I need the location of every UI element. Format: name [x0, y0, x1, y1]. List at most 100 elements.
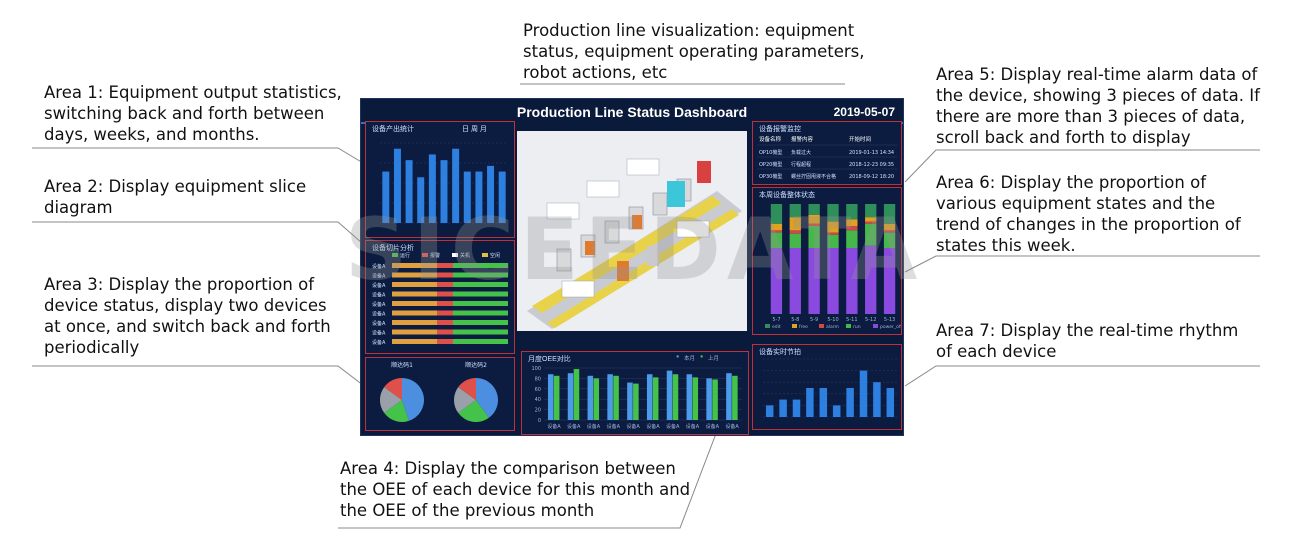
- production-line-3d-view: [517, 131, 747, 331]
- oee-bar-last-month: [573, 369, 580, 420]
- slice-title: 设备切片分析: [372, 245, 414, 252]
- oee-bar-last-month: [692, 377, 699, 420]
- slice-legend-swatch: [422, 253, 428, 257]
- oee-bar-this-month: [666, 370, 673, 420]
- oee-legend-last-month: ●: [700, 354, 704, 360]
- alarm-header: 报警内容: [791, 135, 814, 143]
- state-legend-label: edit: [772, 324, 781, 330]
- rhythm-bar: [806, 388, 814, 417]
- alarm-cell: 行程超程: [791, 161, 811, 168]
- state-legend-swatch: [846, 324, 851, 328]
- state-bar-segment: [789, 217, 801, 231]
- slice-segment: [453, 339, 508, 344]
- oee-legend-last-month-label: 上月: [708, 356, 720, 362]
- rhythm-bar: [765, 405, 774, 417]
- slice-row-label: 设备A: [372, 320, 386, 327]
- output-bar: [498, 171, 506, 223]
- state-bar-segment: [770, 223, 783, 231]
- rhythm-bar: [873, 382, 881, 417]
- slice-segment: [392, 320, 437, 325]
- state-legend-label: run: [853, 324, 861, 330]
- state-bar-segment: [865, 223, 877, 246]
- output-bar: [405, 160, 413, 223]
- output-stats-title: 设备产出统计: [372, 126, 414, 133]
- state-bar-segment: [865, 217, 877, 222]
- rhythm-title: 设备实时节拍: [759, 349, 801, 356]
- state-category-label: 5-8: [791, 317, 799, 323]
- slice-segment: [437, 263, 453, 268]
- rhythm-bar: [846, 388, 854, 417]
- slice-legend-swatch: [392, 253, 398, 257]
- output-bar: [452, 148, 460, 223]
- annotation-area-7: Area 7: Display the real-time rhythm of …: [936, 321, 1239, 361]
- output-bar: [440, 160, 448, 223]
- slice-row-label: 设备A: [372, 330, 386, 337]
- output-stats-tabs[interactable]: 日 周 月: [462, 126, 487, 133]
- production-line-illustration: [527, 158, 742, 329]
- slice-segment: [453, 263, 508, 268]
- state-bar-segment: [808, 215, 820, 224]
- rhythm-panel: 设备实时节拍: [752, 344, 902, 430]
- slice-row-label: 设备A: [372, 282, 386, 289]
- pie-device-name: 顺达码2: [465, 361, 487, 369]
- oee-bar-last-month: [613, 375, 619, 420]
- oee-bar-this-month: [646, 374, 653, 420]
- output-bar: [417, 177, 425, 223]
- state-stacked-chart: 5-7 5-8 5-9 5-10 5-11 5-12 5-13 edit free alarm ru…: [765, 204, 901, 330]
- slice-segment: [392, 282, 437, 287]
- alarm-cell: OP10機型: [759, 149, 782, 156]
- oee-panel: 月度OEE对比 ● 本月 ● 上月 0 20 40 60 80 100 设备A 设备A 设备A 设…: [521, 351, 749, 435]
- oee-category-label: 设备A: [646, 423, 660, 430]
- alarm-header: 设备名称: [759, 135, 782, 143]
- annotation-area-6: Area 6: Display the proportion of variou…: [936, 173, 1241, 255]
- state-category-label: 5-11: [846, 317, 857, 323]
- state-category-label: 5-9: [810, 317, 818, 323]
- slice-segment: [437, 329, 453, 335]
- output-bar: [382, 171, 390, 223]
- state-bar-segment: [846, 226, 858, 231]
- alarm-cell: 2018-12-23 09:35: [849, 162, 894, 168]
- output-bar-chart: [380, 142, 508, 224]
- annotation-area-2: Area 2: Display equipment slice diagram: [44, 177, 307, 217]
- slice-segment: [453, 301, 508, 306]
- rhythm-bar: [792, 399, 801, 417]
- annotation-area-5: Area 5: Display real-time alarm data of …: [936, 65, 1260, 147]
- state-bar-segment: [883, 232, 896, 248]
- state-bar-segment: [770, 248, 783, 314]
- slice-row-label: 设备A: [372, 301, 386, 308]
- state-bar-segment: [846, 219, 858, 226]
- state-bar-segment: [770, 232, 783, 248]
- oee-category-label: 设备A: [607, 423, 621, 430]
- output-bar: [393, 148, 401, 223]
- oee-tick-label: 40: [535, 397, 541, 403]
- annotation-top: Production line visualization: equipment…: [523, 21, 865, 82]
- slice-segment: [437, 310, 453, 316]
- state-bar-segment: [808, 204, 820, 215]
- slice-legend-label: 运行: [400, 252, 410, 259]
- alarm-cell: OP20機型: [759, 161, 782, 168]
- state-category-label: 5-10: [827, 317, 838, 323]
- oee-category-label: 设备A: [706, 423, 720, 430]
- slice-segment: [453, 310, 508, 316]
- slice-segment: [437, 291, 453, 297]
- state-bar-segment: [808, 226, 820, 248]
- pie-slice: [458, 400, 489, 422]
- alarm-table: 设备名称 报警内容 开始时间 OP10機型 负载过大 2019-01-13 14:34 OP…: [757, 135, 897, 180]
- dashboard-title: Production Line Status Dashboard: [516, 104, 748, 120]
- oee-category-label: 设备A: [567, 423, 581, 430]
- oee-legend-this-month: ●: [676, 354, 680, 360]
- pie-slice: [454, 387, 476, 413]
- state-bar-segment: [846, 230, 858, 248]
- pie-slice: [384, 378, 402, 400]
- slice-legend-label: 报警: [430, 252, 440, 259]
- pie-slice: [476, 378, 498, 418]
- rhythm-bar: [819, 388, 828, 417]
- state-legend-swatch: [792, 324, 797, 328]
- state-bar-segment: [883, 230, 896, 233]
- state-bar-segment: [770, 204, 783, 224]
- oee-legend-this-month-label: 本月: [684, 356, 696, 362]
- slice-segment: [392, 301, 437, 306]
- state-bar-segment: [789, 204, 801, 218]
